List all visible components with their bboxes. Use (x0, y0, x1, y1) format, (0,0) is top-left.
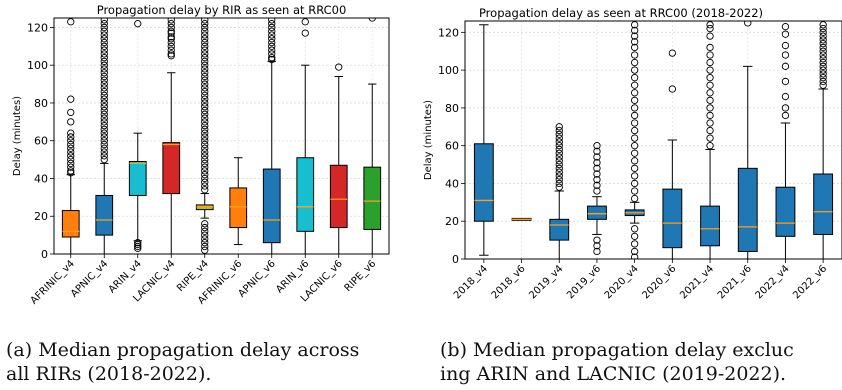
box-body (96, 195, 113, 235)
box-body (474, 144, 493, 221)
y-tick-label: 60 (34, 135, 48, 148)
x-tick-label-2020-v6: 2020_v6 (640, 263, 678, 301)
box-lacnic-v4 (163, 17, 180, 254)
box-body (62, 211, 79, 237)
y-tick-label: 20 (34, 210, 48, 223)
x-tick-label-afrinic-v4: AFRINIC_v4 (29, 258, 77, 306)
box-body (263, 169, 280, 243)
box-body (701, 206, 720, 246)
x-tick-label-2020-v4: 2020_v4 (603, 263, 641, 301)
y-tick-label: 100 (27, 59, 48, 72)
box-lacnic-v6 (330, 64, 347, 254)
box-body (776, 187, 795, 236)
x-tick-label-2019-v6: 2019_v6 (565, 263, 603, 301)
box-afrinic-v4 (62, 19, 79, 254)
caption-b: (b) Median propagation delay excluc ing … (440, 338, 842, 386)
box-2018-v6 (512, 218, 531, 220)
box-body (550, 219, 569, 240)
x-tick-label-2018-v6: 2018_v6 (490, 263, 528, 301)
x-tick-label-2021-v6: 2021_v6 (716, 263, 754, 301)
box-body (738, 168, 757, 251)
figure-canvas: 020406080100120AFRINIC_v4APNIC_v4ARIN_v4… (0, 0, 842, 330)
box-body (297, 158, 314, 232)
chart-panel-2: 0 20 40 60 80 100 120 2018_v4 2018_v6 2019_v4 2019… (423, 6, 842, 301)
y-axis-label: Delay (minutes) (12, 96, 23, 176)
y-tick-label: 100 (438, 64, 459, 77)
x-tick-label-2022-v6: 2022_v6 (791, 263, 829, 301)
y-tick-label: 80 (445, 102, 459, 115)
box-afrinic-v6 (230, 158, 247, 245)
y-tick-label: 20 (445, 215, 459, 228)
box-arin-v6 (297, 19, 314, 254)
plot-area (474, 20, 832, 261)
chart-title: Propagation delay by RIR as seen at RRC0… (97, 3, 347, 17)
chart-panel-1: 020406080100120AFRINIC_v4APNIC_v4ARIN_v4… (12, 3, 389, 307)
y-tick-label: 60 (445, 140, 459, 153)
box-body (588, 206, 607, 219)
caption-a-line2: all RIRs (2018-2022). (6, 363, 211, 385)
x-tick-label-ripe-v6: RIPE_v6 (343, 258, 379, 294)
caption-a-line1: (a) Median propagation delay across (6, 339, 359, 361)
y-tick-label: 80 (34, 97, 48, 110)
y-axis-label: Delay (minutes) (423, 100, 434, 180)
caption-a: (a) Median propagation delay across all … (6, 338, 406, 386)
box-2021-v6 (738, 20, 757, 259)
caption-b-line1: (b) Median propagation delay excluc (440, 338, 842, 362)
y-tick-label: 40 (34, 172, 48, 185)
box-body (129, 161, 146, 195)
plot-area (62, 15, 380, 254)
box-body (330, 165, 347, 227)
y-tick-label: 0 (41, 248, 48, 261)
y-tick-label: 40 (445, 177, 459, 190)
y-tick-label: 120 (27, 21, 48, 34)
box-apnic-v6 (263, 17, 280, 254)
box-body (230, 188, 247, 228)
chart-title: Propagation delay as seen at RRC00 (2018… (479, 6, 763, 20)
box-body (814, 174, 833, 234)
box-body (663, 189, 682, 248)
x-tick-label-2018-v4: 2018_v4 (452, 263, 490, 301)
x-tick-label-2022-v4: 2022_v4 (754, 263, 792, 301)
box-2018-v4 (474, 25, 493, 255)
box-2019-v4 (550, 124, 569, 259)
caption-b-line2: ing ARIN and LACNIC (2019-2022). (440, 362, 842, 386)
box-body (364, 167, 381, 229)
x-tick-label-2019-v4: 2019_v4 (527, 263, 565, 301)
y-tick-label: 0 (452, 253, 459, 266)
x-tick-label-2021-v4: 2021_v4 (678, 263, 716, 301)
box-body (163, 143, 180, 194)
y-tick-label: 120 (438, 26, 459, 39)
